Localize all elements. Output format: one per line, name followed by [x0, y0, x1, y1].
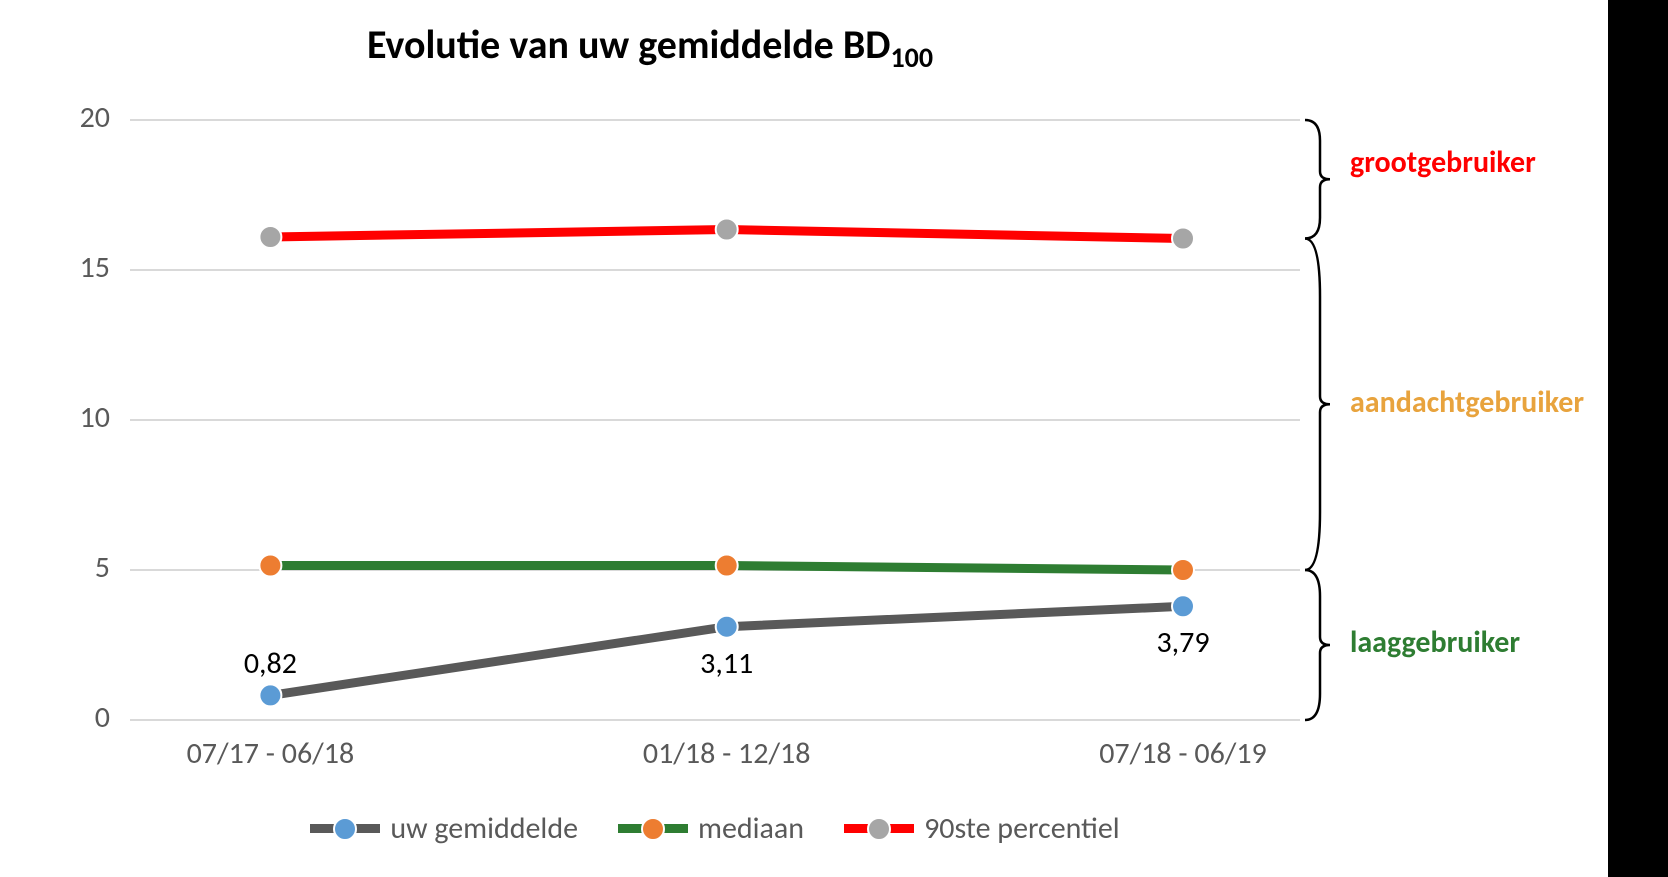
legend-swatch [844, 819, 914, 839]
bracket [1305, 120, 1330, 239]
x-tick-label: 07/18 - 06/19 [1033, 735, 1333, 772]
bracket [1305, 570, 1330, 720]
data-label: 3,11 [667, 645, 787, 682]
data-label: 0,82 [210, 645, 330, 682]
legend: uw gemiddelde mediaan 90ste percentiel [130, 810, 1300, 847]
series-marker [259, 555, 281, 577]
black-sidebar [1608, 0, 1668, 877]
y-tick-label: 5 [0, 549, 110, 586]
legend-label: 90ste percentiel [924, 810, 1120, 847]
data-label: 3,79 [1123, 624, 1243, 661]
annotation-label: laaggebruiker [1350, 624, 1520, 661]
series-marker [716, 616, 738, 638]
x-tick-label: 01/18 - 12/18 [577, 735, 877, 772]
y-tick-label: 20 [0, 99, 110, 136]
series-marker [259, 226, 281, 248]
legend-item: 90ste percentiel [844, 810, 1120, 847]
series-marker [259, 684, 281, 706]
series-marker [1172, 595, 1194, 617]
series-marker [716, 219, 738, 241]
y-tick-label: 15 [0, 249, 110, 286]
series-marker [1172, 559, 1194, 581]
legend-label: uw gemiddelde [390, 810, 578, 847]
x-tick-label: 07/17 - 06/18 [120, 735, 420, 772]
legend-swatch [618, 819, 688, 839]
series-marker [716, 555, 738, 577]
legend-item: uw gemiddelde [310, 810, 578, 847]
bracket [1305, 239, 1330, 571]
y-tick-label: 10 [0, 399, 110, 436]
legend-item: mediaan [618, 810, 804, 847]
annotation-label: grootgebruiker [1350, 144, 1536, 181]
y-tick-label: 0 [0, 699, 110, 736]
series-marker [1172, 228, 1194, 250]
annotation-label: aandachtgebruiker [1350, 384, 1584, 421]
legend-label: mediaan [698, 810, 804, 847]
legend-swatch [310, 819, 380, 839]
